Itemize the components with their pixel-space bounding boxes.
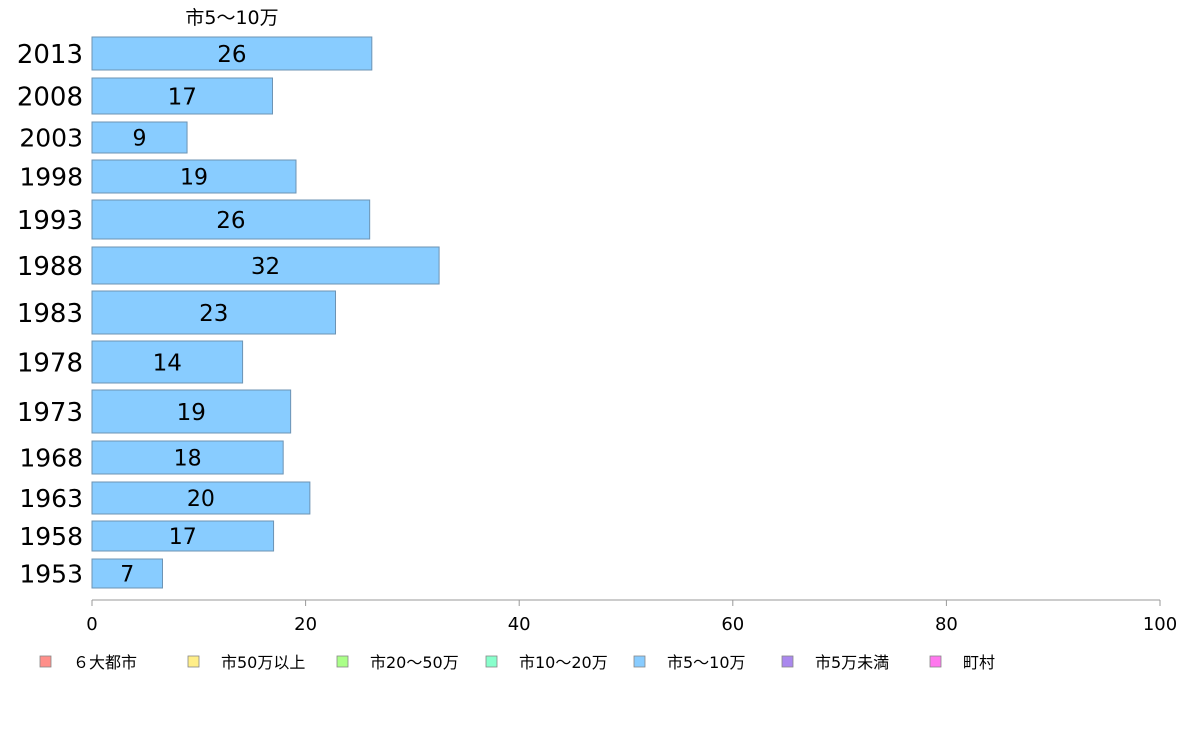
bar-1953 <box>91 558 163 589</box>
x-tick-label-40: 40 <box>508 614 531 635</box>
bar-1998 <box>91 159 297 194</box>
legend-label-5: 市5万未満 <box>815 653 889 672</box>
legend-label-2: 市20〜50万 <box>370 653 459 672</box>
bar-value-label-1968: 18 <box>174 446 202 471</box>
bar-value-label-1983: 23 <box>199 301 228 327</box>
category-label-2013: 2013 <box>17 40 83 70</box>
x-tick-label-80: 80 <box>935 614 958 635</box>
bar-value-label-1963: 20 <box>187 487 215 512</box>
legend-swatch-5 <box>781 655 794 668</box>
category-label-2003: 2003 <box>19 124 83 153</box>
category-label-1998: 1998 <box>19 163 83 192</box>
bar-1973 <box>91 389 292 434</box>
bar-value-label-2013: 26 <box>217 42 246 68</box>
legend-swatch-4 <box>633 655 646 668</box>
bar-value-label-1978: 14 <box>153 350 182 376</box>
legend-label-3: 市10〜20万 <box>519 653 608 672</box>
bar-2003 <box>91 121 188 154</box>
category-label-1963: 1963 <box>19 484 83 513</box>
x-tick-label-0: 0 <box>86 614 97 635</box>
bar-value-label-2003: 9 <box>133 126 147 151</box>
x-axis: 0 20 40 60 80 100 <box>86 599 1177 635</box>
bar-1958 <box>91 520 275 552</box>
legend-swatch-1 <box>187 655 200 668</box>
bar-1963 <box>91 481 311 515</box>
legend-swatch-2 <box>336 655 349 668</box>
legend: ６大都市 市50万以上 市20〜50万 市10〜20万 市5〜10万 市5万未満 町村 <box>39 653 995 672</box>
bar-value-label-1973: 19 <box>177 400 206 426</box>
bar-value-label-1953: 7 <box>120 562 134 587</box>
legend-label-4: 市5〜10万 <box>667 653 746 672</box>
bar-value-label-1988: 32 <box>251 254 280 280</box>
legend-label-6: 町村 <box>963 653 995 672</box>
bar-value-label-1958: 17 <box>169 525 197 550</box>
legend-swatch-3 <box>485 655 498 668</box>
bar-value-label-2008: 17 <box>168 84 197 110</box>
bar-2013 <box>91 36 373 71</box>
category-label-1968: 1968 <box>19 444 83 473</box>
x-tick-label-60: 60 <box>721 614 744 635</box>
bar-value-label-1998: 19 <box>180 165 208 190</box>
bar-1978 <box>91 340 244 384</box>
chart-title: 市5〜10万 <box>185 7 278 29</box>
bar-value-label-1993: 26 <box>216 208 245 234</box>
bar-1968 <box>91 440 284 475</box>
bar-1988 <box>91 246 440 285</box>
category-label-1983: 1983 <box>17 299 83 329</box>
category-label-1978: 1978 <box>17 348 83 378</box>
category-label-1993: 1993 <box>17 206 83 236</box>
category-label-1953: 1953 <box>19 560 83 589</box>
x-tick-label-20: 20 <box>294 614 317 635</box>
category-label-1958: 1958 <box>19 522 83 551</box>
y-axis-labels: 2013 2008 2003 1998 1993 1988 1983 1978 1973 1968… <box>17 40 83 589</box>
x-tick-label-100: 100 <box>1143 614 1177 635</box>
bar-1993 <box>91 199 371 240</box>
legend-label-1: 市50万以上 <box>221 653 305 672</box>
legend-swatch-6 <box>929 655 942 668</box>
bar-2008 <box>91 77 273 115</box>
category-label-1973: 1973 <box>17 398 83 428</box>
legend-swatch-0 <box>39 655 52 668</box>
bar-1983 <box>91 290 337 335</box>
category-label-1988: 1988 <box>17 252 83 282</box>
category-label-2008: 2008 <box>17 82 83 112</box>
legend-label-0: ６大都市 <box>73 653 137 672</box>
